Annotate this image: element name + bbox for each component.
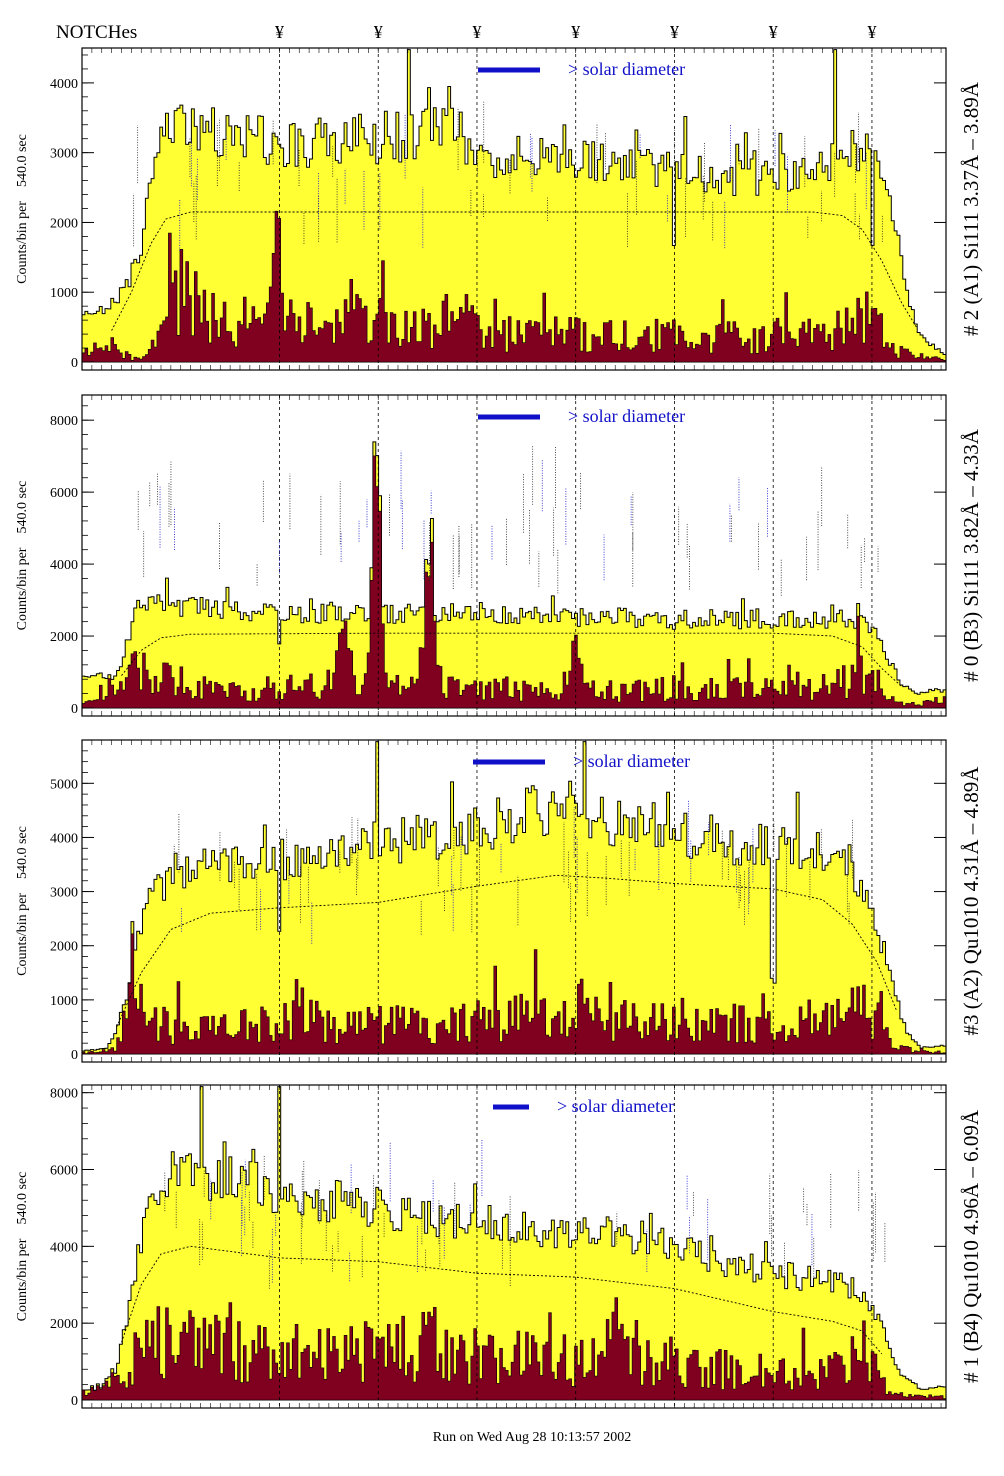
notch-symbol: ¥ — [374, 22, 383, 42]
panel-a1: 0 1000 2000 3000 4000 Counts/bin per 540.0 se… — [15, 47, 983, 371]
y-tick-label: 6000 — [50, 1164, 78, 1179]
y-tick-label: 2000 — [50, 630, 78, 645]
notch-symbol: ¥ — [670, 22, 679, 42]
y-tick-label: 2000 — [50, 216, 78, 231]
y-tick-label: 2000 — [50, 1317, 78, 1332]
red-histogram — [82, 1297, 946, 1401]
legend-label: > solar diameter — [573, 751, 690, 771]
smooth-curve — [116, 874, 898, 1028]
line-annotations — [137, 445, 879, 596]
notches-label: NOTCHes — [56, 22, 137, 43]
legend-label: > solar diameter — [568, 406, 685, 426]
y-tick-label: 2000 — [50, 940, 78, 955]
y-axis-label: Counts/bin per 540.0 sec — [15, 1172, 30, 1322]
plot-frame — [81, 394, 947, 717]
histogram — [82, 48, 946, 370]
y-tick-label: 3000 — [50, 147, 78, 162]
y-tick-label: 0 — [71, 702, 78, 717]
y-tick-label: 1000 — [50, 286, 78, 301]
panel-a2: 0 1000 2000 3000 4000 5000 Counts/bin per 540.… — [15, 739, 983, 1063]
smooth-curve — [121, 632, 902, 687]
y-tick-label: 4000 — [50, 1240, 78, 1255]
red-histogram — [82, 455, 946, 709]
panel-b3: 0 2000 4000 6000 8000 Counts/bin per 540.0 se… — [15, 394, 983, 717]
legend-label: > solar diameter — [557, 1096, 674, 1116]
y-tick-label: 0 — [71, 1394, 78, 1409]
notch-symbol: ¥ — [571, 22, 580, 42]
y-axis-label: Counts/bin per 540.0 sec — [15, 481, 30, 631]
legend-label: > solar diameter — [568, 59, 685, 79]
y-tick-label: 1000 — [50, 994, 78, 1009]
line-annotations — [164, 1138, 886, 1289]
yellow-histogram — [82, 49, 946, 363]
notch-symbol: ¥ — [867, 22, 876, 42]
plot-frame — [81, 739, 947, 1063]
red-histogram — [82, 210, 946, 363]
notch-symbol: ¥ — [769, 22, 778, 42]
histogram — [82, 740, 946, 1062]
panel-side-label: # 1 (B4) Qu1010 4.96Å – 6.09Å — [959, 1109, 983, 1383]
notch-symbols: ¥ ¥ ¥ ¥ ¥ ¥ ¥ — [275, 22, 876, 42]
histogram — [82, 395, 946, 716]
y-tick-label: 8000 — [50, 1087, 78, 1102]
smooth-curve — [121, 1245, 883, 1355]
plot-frame — [81, 47, 947, 371]
y-tick-label: 4000 — [50, 558, 78, 573]
y-tick-label: 8000 — [50, 414, 78, 429]
panel-side-label: # 0 (B3) Si111 3.82Å – 4.33Å — [959, 428, 983, 682]
panels: 0 1000 2000 3000 4000 Counts/bin per 540.0 se… — [15, 47, 983, 1409]
panel-side-label: #3 (A2) Qu1010 4.31Å – 4.89Å — [959, 766, 983, 1036]
y-axis-label: Counts/bin per 540.0 sec — [15, 134, 30, 284]
y-tick-label: 6000 — [50, 486, 78, 501]
y-tick-label: 0 — [71, 356, 78, 371]
y-tick-label: 4000 — [50, 831, 78, 846]
yellow-histogram — [82, 741, 946, 1055]
histogram — [82, 1085, 946, 1408]
y-tick-label: 3000 — [50, 886, 78, 901]
line-annotations — [173, 799, 855, 944]
yellow-histogram — [82, 441, 946, 709]
yellow-histogram — [82, 1086, 946, 1401]
red-histogram — [82, 933, 946, 1055]
y-axis-label: Counts/bin per 540.0 sec — [15, 826, 30, 976]
notch-symbol: ¥ — [472, 22, 481, 42]
y-tick-label: 0 — [71, 1048, 78, 1063]
run-label: Run on Wed Aug 28 10:13:57 2002 — [433, 1430, 632, 1445]
panel-side-label: # 2 (A1) Si111 3.37Å – 3.89Å — [959, 81, 983, 336]
y-tick-label: 4000 — [50, 77, 78, 92]
smooth-curve — [111, 211, 917, 331]
panel-b4: 0 2000 4000 6000 8000 Counts/bin per 540.0 se… — [15, 1084, 983, 1409]
notch-symbol: ¥ — [275, 22, 284, 42]
y-tick-label: 5000 — [50, 777, 78, 792]
line-annotations — [133, 101, 883, 252]
